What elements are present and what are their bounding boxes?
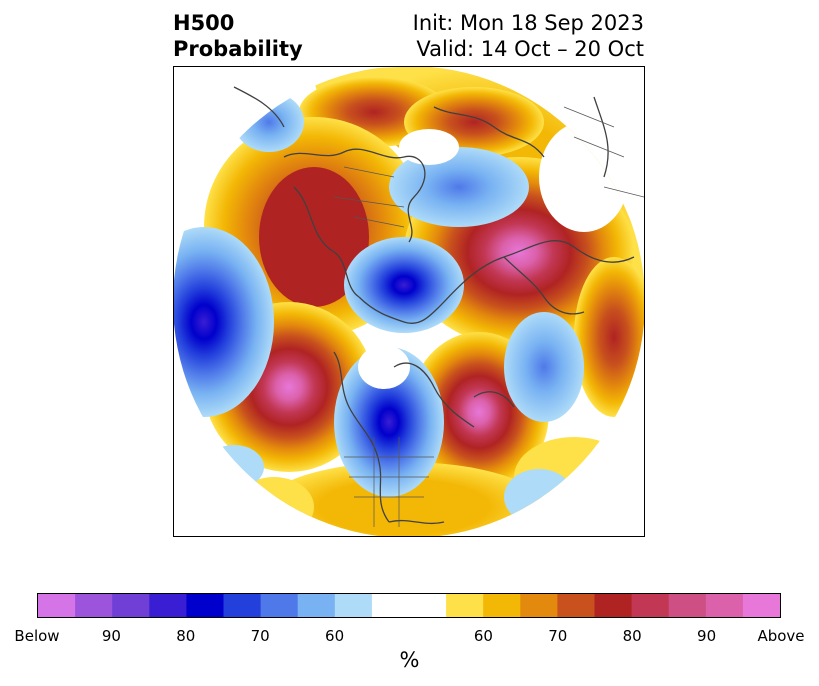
political-borders [333,106,644,527]
below-arctic-ocean [344,237,464,333]
colorbar-swatch [371,594,410,617]
colorbar [37,593,781,618]
colorbar-swatch [742,594,780,617]
colorbar-tick-label: 70 [548,627,568,645]
title-quantity: Probability [173,37,303,61]
colorbar-swatch [446,594,484,617]
colorbar-swatch [483,594,521,617]
valid-range: Valid: 14 Oct – 20 Oct [416,37,644,61]
colorbar-swatches [38,594,780,617]
colorbar-swatch [705,594,744,617]
below-western-north-america [334,347,444,497]
colorbar-swatch [38,594,76,617]
colorbar-swatch [594,594,633,617]
colorbar-tick-label: 80 [176,627,196,645]
anomaly-field [174,67,644,536]
colorbar-swatch [112,594,150,617]
coastlines [233,86,635,525]
colorbar-tick-label: 90 [697,627,717,645]
colorbar-tick-label: 60 [473,627,493,645]
colorbar-swatch [75,594,113,617]
colorbar-swatch [297,594,336,617]
title-variable: H500 [173,11,235,35]
forecast-info: Init: Mon 18 Sep 2023 Valid: 14 Oct – 20… [413,10,644,62]
chart-title: H500 Probability [173,10,303,62]
colorbar-swatch [520,594,558,617]
colorbar-swatch [631,594,670,617]
colorbar-tick-label: 80 [622,627,642,645]
colorbar-swatch [223,594,262,617]
colorbar-swatch [409,594,447,617]
colorbar-tick-label: 60 [325,627,345,645]
colorbar-swatch [149,594,187,617]
below-north-atlantic [504,312,584,422]
map-svg [174,67,644,536]
colorbar-swatch [260,594,299,617]
colorbar-tick-label: Above [757,627,805,645]
init-date: Init: Mon 18 Sep 2023 [412,11,644,35]
colorbar-unit: % [399,648,420,672]
colorbar-swatch [557,594,595,617]
colorbar-swatch [186,594,224,617]
colorbar-tick-label: 90 [101,627,121,645]
below-north-pacific [174,227,274,417]
colorbar-ticks: Below 90 80 70 60 60 70 80 90 Above [0,627,819,647]
colorbar-tick-label: Below [14,627,60,645]
colorbar-tick-label: 70 [250,627,270,645]
colorbar-swatch [334,594,373,617]
map-panel [173,66,645,537]
colorbar-swatch [668,594,707,617]
